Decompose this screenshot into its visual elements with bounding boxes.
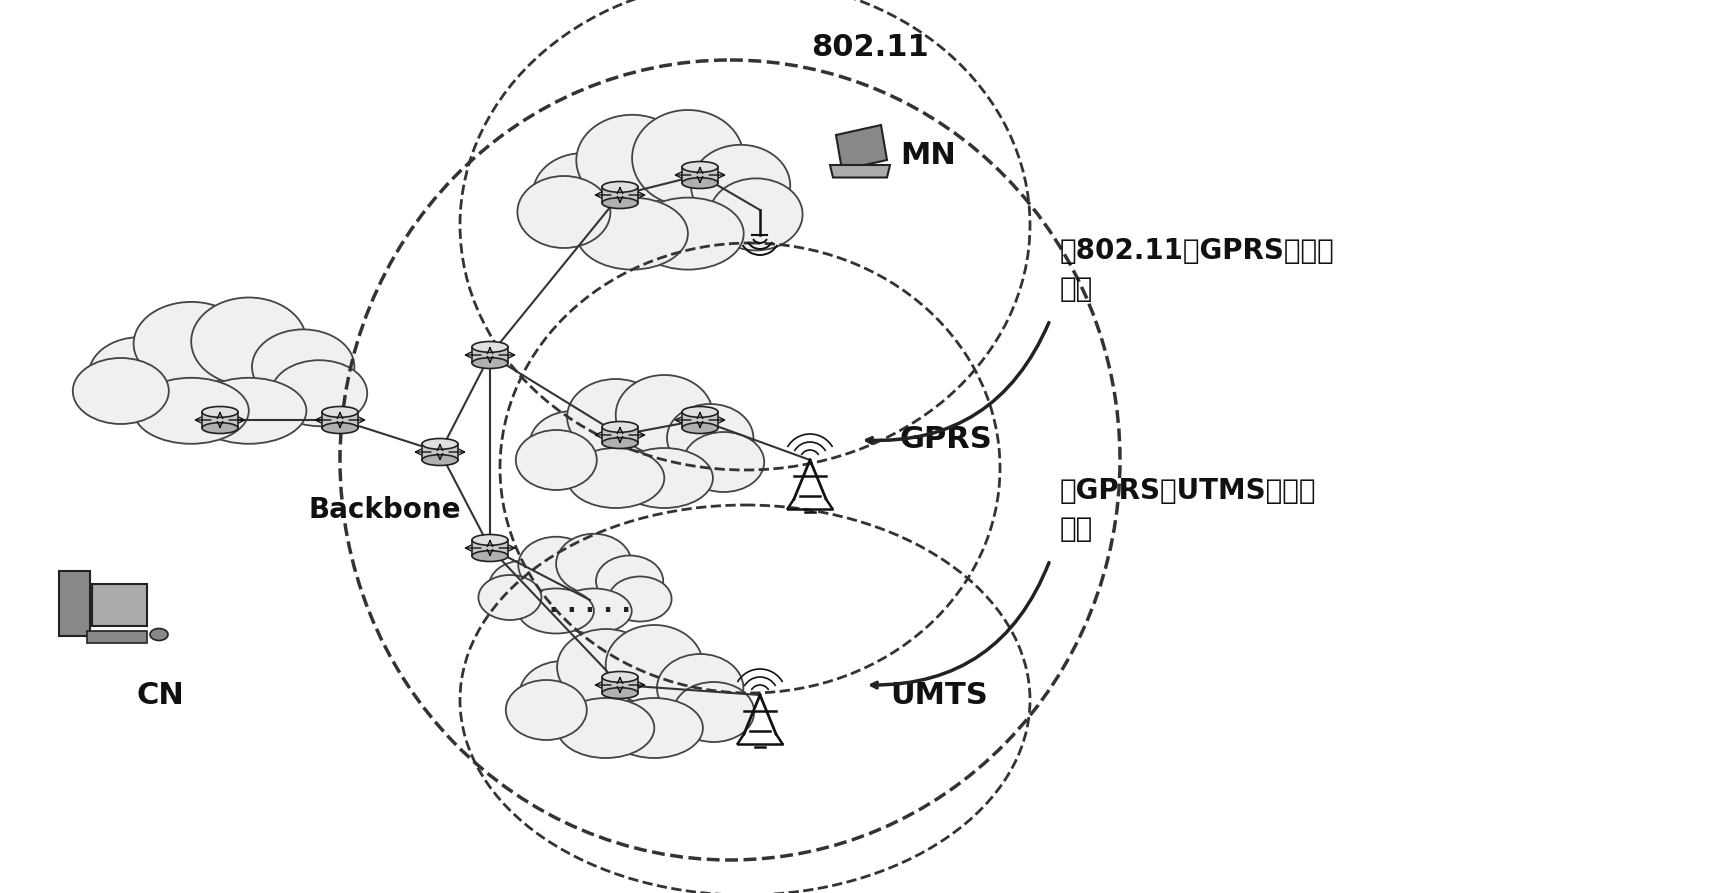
Ellipse shape (506, 680, 587, 740)
Text: CN: CN (137, 680, 183, 710)
FancyBboxPatch shape (683, 412, 719, 428)
Ellipse shape (192, 297, 306, 386)
Ellipse shape (683, 432, 765, 492)
Ellipse shape (566, 379, 664, 455)
Ellipse shape (322, 422, 358, 433)
Ellipse shape (133, 302, 248, 386)
Ellipse shape (602, 688, 638, 698)
Ellipse shape (609, 577, 672, 622)
Ellipse shape (89, 337, 192, 412)
Ellipse shape (566, 448, 664, 508)
Ellipse shape (558, 698, 654, 758)
Ellipse shape (672, 682, 755, 742)
Ellipse shape (602, 672, 638, 682)
Ellipse shape (472, 551, 508, 562)
Ellipse shape (202, 406, 238, 417)
Text: . . . . .: . . . . . (549, 593, 631, 617)
Ellipse shape (133, 378, 248, 444)
Ellipse shape (529, 411, 616, 479)
Text: 从802.11到GPRS的垂直
切换: 从802.11到GPRS的垂直 切换 (1061, 237, 1335, 304)
FancyBboxPatch shape (602, 427, 638, 443)
Ellipse shape (518, 588, 594, 633)
FancyBboxPatch shape (92, 583, 147, 625)
Ellipse shape (683, 178, 719, 188)
Ellipse shape (631, 110, 744, 206)
Ellipse shape (556, 534, 631, 594)
Ellipse shape (657, 654, 743, 722)
Ellipse shape (602, 181, 638, 192)
Ellipse shape (322, 406, 358, 417)
Ellipse shape (683, 422, 719, 433)
Ellipse shape (595, 555, 664, 606)
Ellipse shape (532, 154, 631, 235)
Ellipse shape (631, 197, 744, 270)
FancyBboxPatch shape (423, 444, 459, 460)
FancyBboxPatch shape (87, 630, 147, 642)
Ellipse shape (423, 455, 459, 465)
Ellipse shape (606, 625, 703, 705)
FancyBboxPatch shape (472, 540, 508, 556)
Text: MN: MN (900, 140, 956, 170)
Ellipse shape (472, 535, 508, 546)
Ellipse shape (489, 561, 556, 612)
Text: UMTS: UMTS (890, 680, 987, 710)
Ellipse shape (683, 406, 719, 417)
Ellipse shape (602, 197, 638, 208)
Ellipse shape (683, 162, 719, 172)
Ellipse shape (556, 588, 631, 633)
Ellipse shape (616, 448, 713, 508)
Text: 从GPRS到UTMS的垂直
切换: 从GPRS到UTMS的垂直 切换 (1061, 477, 1316, 544)
FancyBboxPatch shape (472, 346, 508, 363)
Ellipse shape (252, 330, 354, 405)
Ellipse shape (520, 661, 606, 729)
Text: 802.11: 802.11 (811, 34, 929, 63)
FancyBboxPatch shape (683, 167, 719, 183)
FancyBboxPatch shape (60, 571, 89, 636)
Ellipse shape (616, 375, 713, 455)
Ellipse shape (151, 629, 168, 640)
Ellipse shape (691, 145, 790, 227)
Ellipse shape (606, 698, 703, 758)
Ellipse shape (74, 358, 169, 424)
Ellipse shape (472, 358, 508, 369)
FancyBboxPatch shape (602, 677, 638, 693)
FancyBboxPatch shape (602, 187, 638, 203)
Polygon shape (830, 165, 890, 178)
Polygon shape (837, 125, 886, 170)
Ellipse shape (202, 422, 238, 433)
Ellipse shape (479, 575, 541, 620)
Ellipse shape (518, 537, 594, 594)
Ellipse shape (272, 360, 368, 426)
Ellipse shape (577, 197, 688, 270)
Ellipse shape (423, 438, 459, 449)
Text: Backbone: Backbone (308, 496, 462, 524)
Ellipse shape (667, 404, 753, 472)
FancyBboxPatch shape (202, 412, 238, 428)
Ellipse shape (517, 176, 611, 248)
Text: GPRS: GPRS (900, 425, 992, 455)
Ellipse shape (602, 438, 638, 448)
Ellipse shape (192, 378, 306, 444)
Ellipse shape (515, 430, 597, 490)
Ellipse shape (602, 421, 638, 432)
Ellipse shape (472, 341, 508, 353)
FancyBboxPatch shape (322, 412, 358, 428)
Ellipse shape (558, 629, 654, 705)
Ellipse shape (577, 115, 688, 206)
Ellipse shape (710, 179, 802, 250)
